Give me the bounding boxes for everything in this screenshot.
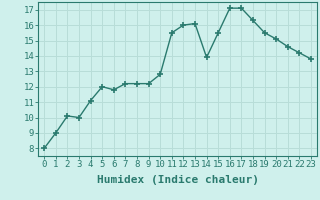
X-axis label: Humidex (Indice chaleur): Humidex (Indice chaleur) (97, 175, 259, 185)
